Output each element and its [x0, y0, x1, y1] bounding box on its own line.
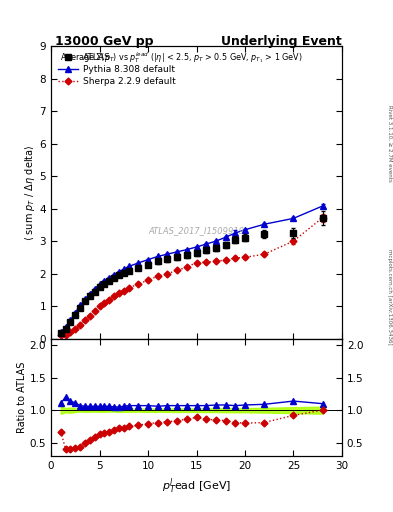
X-axis label: $p_T^l$ead [GeV]: $p_T^l$ead [GeV]	[162, 476, 231, 496]
Text: Rivet 3.1.10, ≥ 2.7M events: Rivet 3.1.10, ≥ 2.7M events	[387, 105, 392, 182]
Text: mcplots.cern.ch [arXiv:1306.3436]: mcplots.cern.ch [arXiv:1306.3436]	[387, 249, 392, 345]
Y-axis label: $\langle$ sum $p_T$ / $\Delta\eta$ delta$\rangle$: $\langle$ sum $p_T$ / $\Delta\eta$ delta…	[23, 144, 37, 241]
Text: 13000 GeV pp: 13000 GeV pp	[55, 35, 154, 48]
Text: ATLAS_2017_I1509919: ATLAS_2017_I1509919	[149, 226, 244, 235]
Text: Average $\Sigma(p_T)$ vs $p_T^{lead}$ ($|\eta|$ < 2.5, $p_T$ > 0.5 GeV, $p_{T_1}: Average $\Sigma(p_T)$ vs $p_T^{lead}$ ($…	[60, 51, 303, 66]
Text: Underlying Event: Underlying Event	[221, 35, 342, 48]
Y-axis label: Ratio to ATLAS: Ratio to ATLAS	[17, 361, 27, 433]
Legend: ATLAS, Pythia 8.308 default, Sherpa 2.2.9 default: ATLAS, Pythia 8.308 default, Sherpa 2.2.…	[55, 51, 178, 89]
